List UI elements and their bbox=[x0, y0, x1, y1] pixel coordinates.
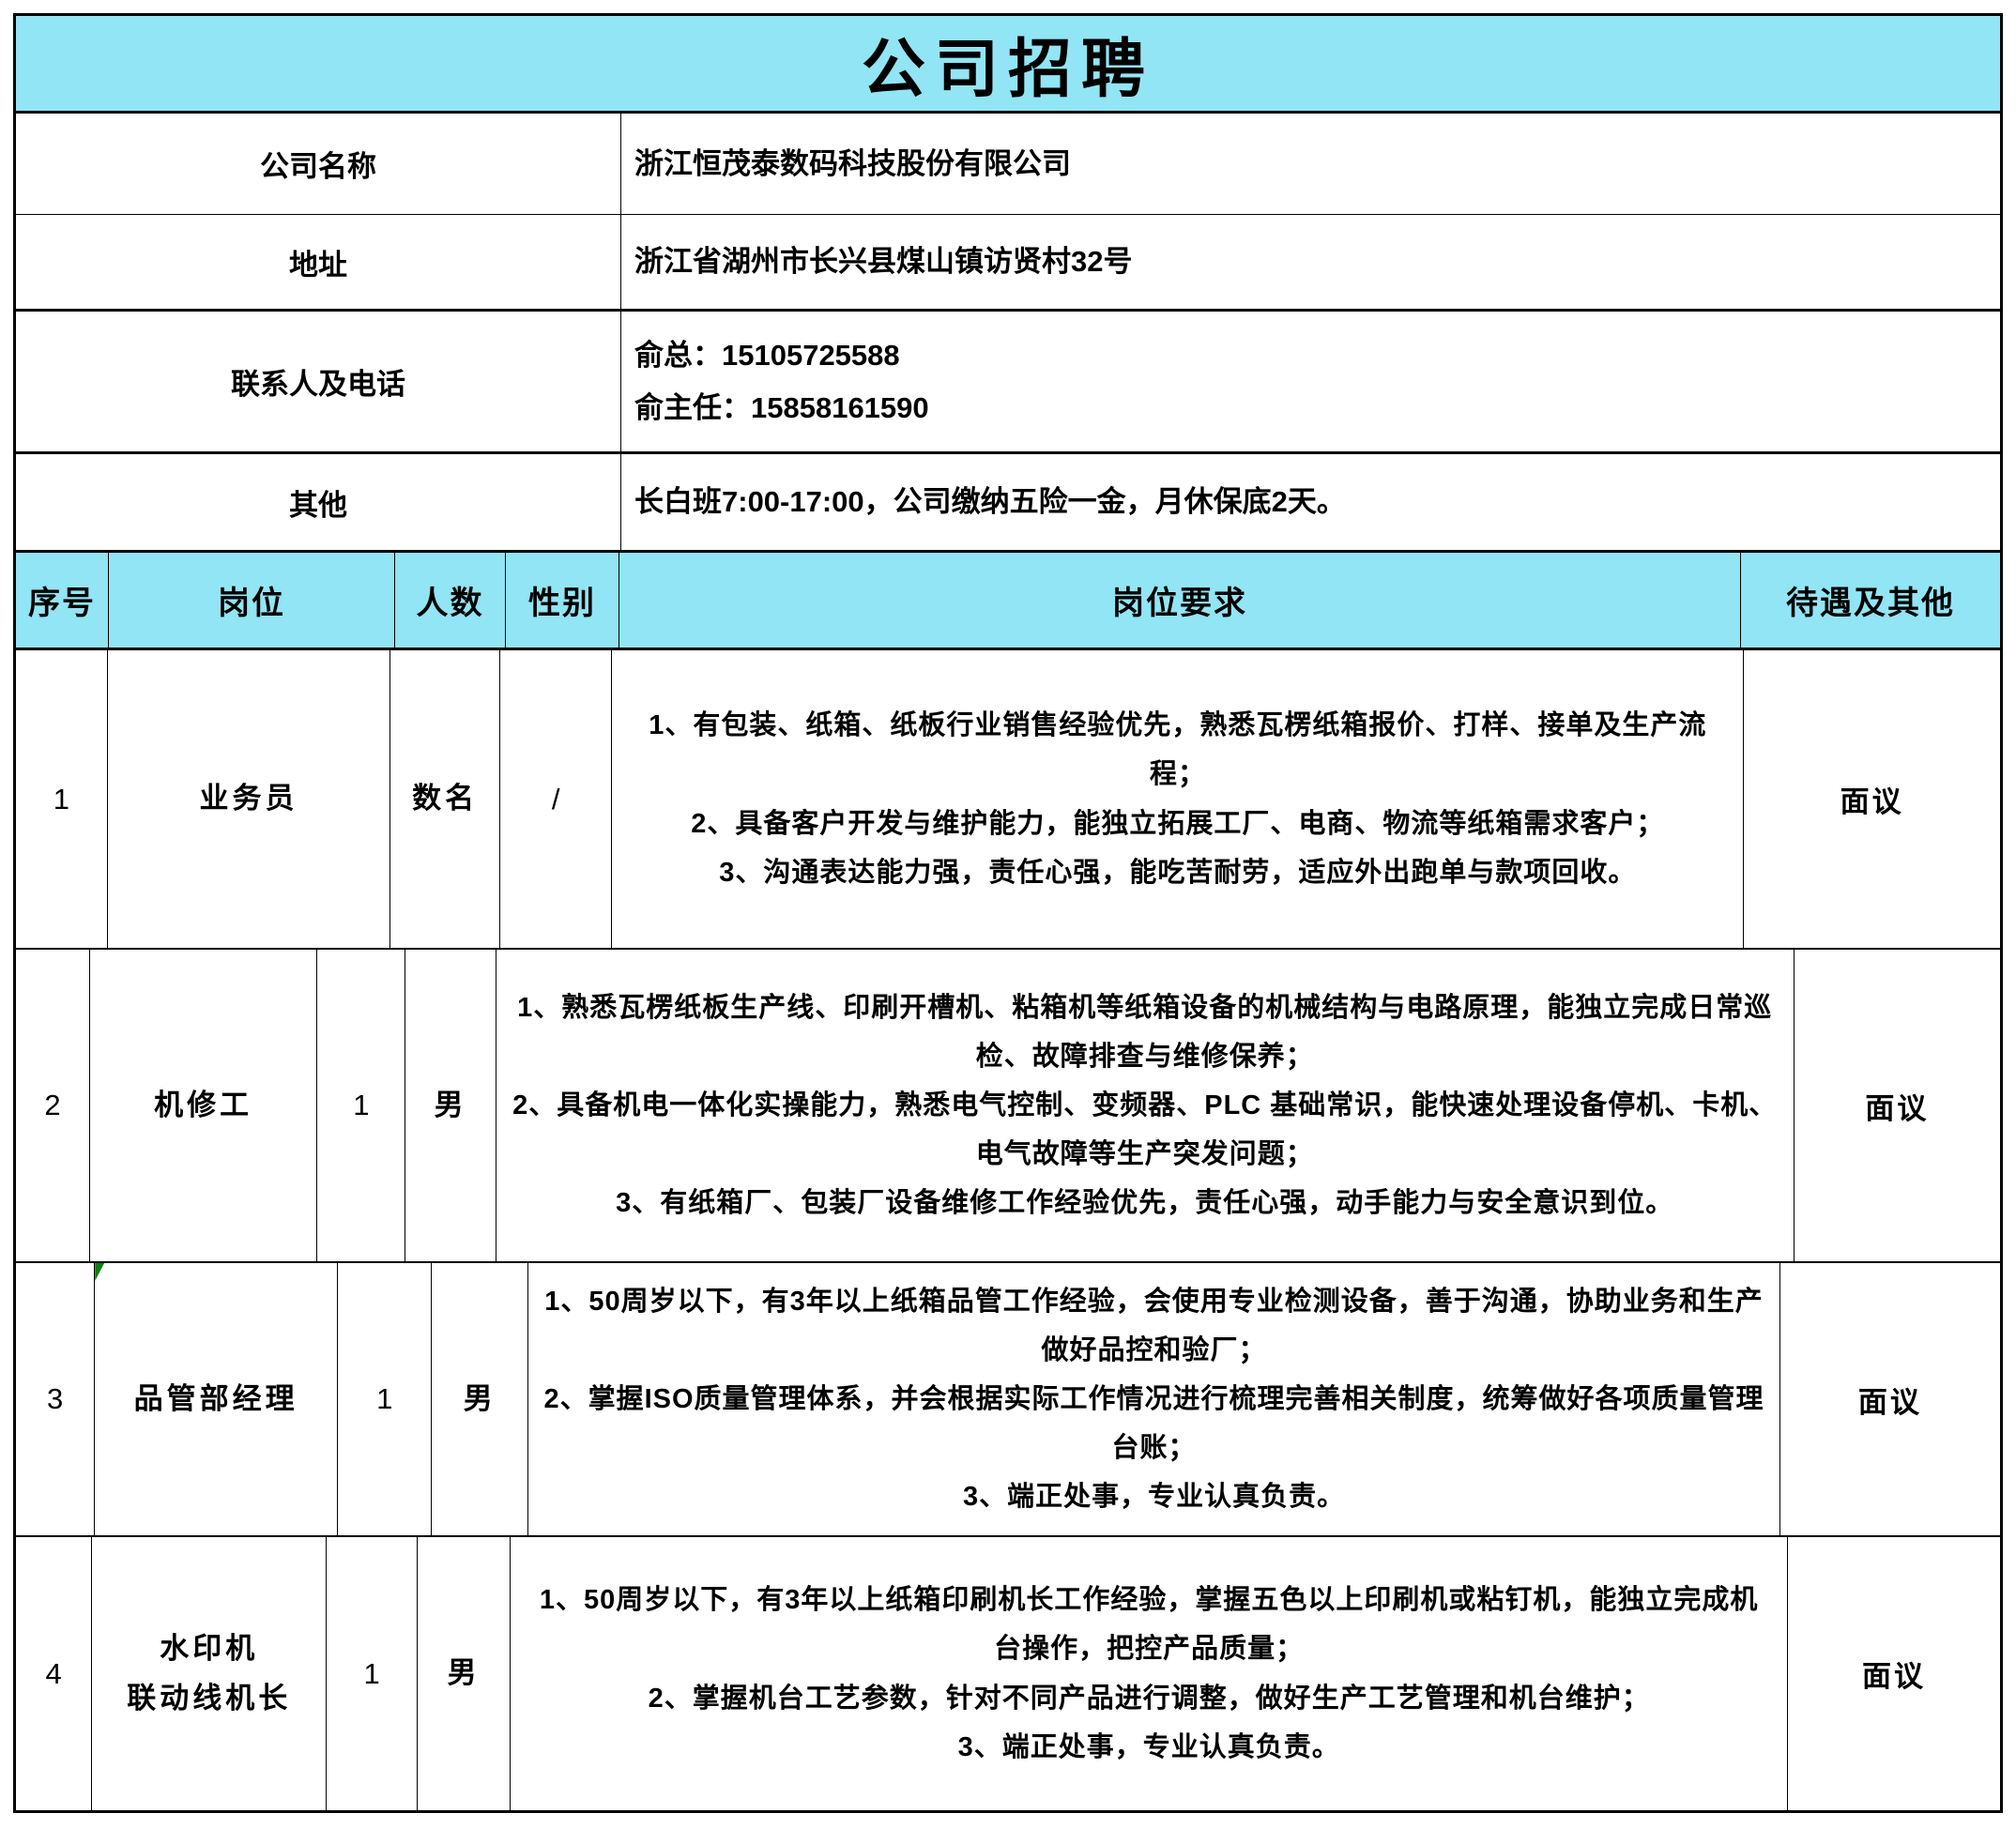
job-requirements: 1、有包装、纸箱、纸板行业销售经验优先，熟悉瓦楞纸箱报价、打样、接单及生产流程；… bbox=[649, 710, 1707, 888]
job-gender: 男 bbox=[431, 1263, 527, 1535]
contact-label: 联系人及电话 bbox=[231, 368, 405, 401]
col-header-position: 岗位 bbox=[108, 553, 394, 648]
job-index: 4 bbox=[45, 1656, 62, 1690]
info-row-company-name: 公司名称 浙江恒茂泰数码科技股份有限公司 bbox=[16, 111, 2000, 214]
job-row-1: 1 业务员 数名 / 1、有包装、纸箱、纸板行业销售经验优先，熟悉瓦楞纸箱报价、… bbox=[16, 648, 2000, 948]
job-row-3: 3 品管部经理 1 男 1、50周岁以下，有3年以上纸箱品管工作经验，会使用专业… bbox=[16, 1261, 2000, 1535]
job-salary: 面议 bbox=[1743, 650, 2000, 948]
job-requirements-cell: 1、熟悉瓦楞纸板生产线、印刷开槽机、粘箱机等纸箱设备的机械结构与电路原理，能独立… bbox=[495, 950, 1794, 1261]
column-header-row: 序号 岗位 人数 性别 岗位要求 待遇及其他 bbox=[16, 550, 2000, 648]
job-requirements: 1、熟悉瓦楞纸板生产线、印刷开槽机、粘箱机等纸箱设备的机械结构与电路原理，能独立… bbox=[512, 992, 1778, 1219]
job-requirements: 1、50周岁以下，有3年以上纸箱品管工作经验，会使用专业检测设备，善于沟通，协助… bbox=[543, 1286, 1764, 1513]
company-name-label: 公司名称 bbox=[260, 150, 376, 183]
job-requirements-cell: 1、50周岁以下，有3年以上纸箱印刷机长工作经验，掌握五色以上印刷机或粘钉机，能… bbox=[510, 1537, 1787, 1810]
job-headcount: 1 bbox=[326, 1537, 417, 1810]
job-gender: 男 bbox=[405, 950, 495, 1261]
info-row-contact: 联系人及电话 俞总：15105725588 俞主任：15858161590 bbox=[16, 309, 2000, 451]
job-position: 品管部经理 bbox=[94, 1263, 337, 1535]
col-header-requirements: 岗位要求 bbox=[619, 553, 1740, 648]
job-index: 3 bbox=[46, 1382, 64, 1415]
job-position-label: 品管部经理 bbox=[133, 1381, 298, 1415]
info-row-address: 地址 浙江省湖州市长兴县煤山镇访贤村32号 bbox=[16, 214, 2000, 309]
job-row-2: 2 机修工 1 男 1、熟悉瓦楞纸板生产线、印刷开槽机、粘箱机等纸箱设备的机械结… bbox=[16, 948, 2000, 1261]
col-header-index: 序号 bbox=[28, 586, 96, 621]
job-gender: 男 bbox=[417, 1537, 510, 1810]
address-value: 浙江省湖州市长兴县煤山镇访贤村32号 bbox=[620, 215, 2000, 309]
col-header-salary: 待遇及其他 bbox=[1740, 553, 2000, 648]
col-header-headcount: 人数 bbox=[394, 553, 505, 648]
job-position: 机修工 bbox=[88, 950, 317, 1261]
job-salary: 面议 bbox=[1779, 1263, 2000, 1535]
page-title: 公司招聘 bbox=[861, 34, 1154, 105]
job-salary: 面议 bbox=[1787, 1537, 2000, 1810]
col-header-gender: 性别 bbox=[505, 553, 619, 648]
job-index: 1 bbox=[53, 782, 70, 815]
job-position: 水印机 联动线机长 bbox=[91, 1537, 326, 1810]
job-requirements-cell: 1、有包装、纸箱、纸板行业销售经验优先，熟悉瓦楞纸箱报价、打样、接单及生产流程；… bbox=[611, 650, 1743, 948]
job-requirements-cell: 1、50周岁以下，有3年以上纸箱品管工作经验，会使用专业检测设备，善于沟通，协助… bbox=[527, 1263, 1779, 1535]
other-label: 其他 bbox=[289, 488, 347, 522]
address-label: 地址 bbox=[289, 248, 347, 282]
other-value: 长白班7:00-17:00，公司缴纳五险一金，月休保底2天。 bbox=[620, 454, 2000, 550]
cell-comment-marker-icon bbox=[95, 1263, 105, 1281]
job-salary: 面议 bbox=[1793, 950, 2000, 1261]
table-title-row: 公司招聘 bbox=[16, 16, 2000, 111]
company-name-value: 浙江恒茂泰数码科技股份有限公司 bbox=[620, 114, 2000, 214]
job-headcount: 1 bbox=[316, 950, 405, 1261]
job-requirements: 1、50周岁以下，有3年以上纸箱印刷机长工作经验，掌握五色以上印刷机或粘钉机，能… bbox=[539, 1585, 1759, 1762]
recruitment-table: 公司招聘 公司名称 浙江恒茂泰数码科技股份有限公司 地址 浙江省湖州市长兴县煤山… bbox=[13, 13, 2003, 1813]
info-row-other: 其他 长白班7:00-17:00，公司缴纳五险一金，月休保底2天。 bbox=[16, 451, 2000, 550]
job-headcount: 1 bbox=[337, 1263, 431, 1535]
job-headcount: 数名 bbox=[389, 650, 499, 948]
contact-value: 俞总：15105725588 俞主任：15858161590 bbox=[620, 312, 2000, 451]
job-index: 2 bbox=[44, 1089, 61, 1121]
job-row-4: 4 水印机 联动线机长 1 男 1、50周岁以下，有3年以上纸箱印刷机长工作经验… bbox=[16, 1535, 2000, 1810]
job-gender: / bbox=[498, 650, 612, 948]
job-position: 业务员 bbox=[106, 650, 389, 948]
